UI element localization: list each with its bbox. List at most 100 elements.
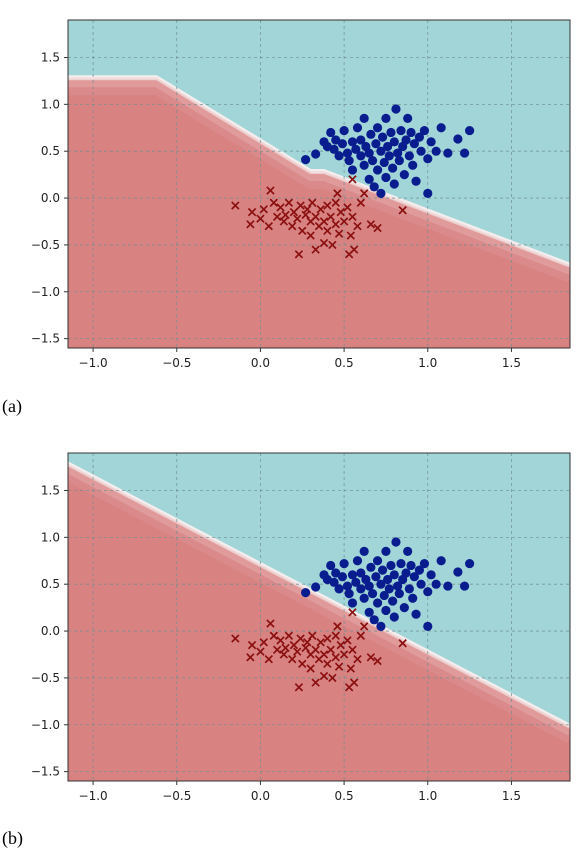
point-circle-b-30 [376,621,386,631]
point-x-a-23 [308,198,317,207]
point-circle-b-38 [388,596,398,606]
boundary-band-b-2 [68,471,570,744]
point-circle-a-13 [347,165,358,175]
axis-frame-b [67,452,571,782]
point-circle-a-25 [369,182,379,192]
y-tick-label-b-5: 1.0 [41,530,60,544]
point-circle-b-4 [326,560,336,571]
point-x-a-48 [359,189,369,198]
point-circle-a-35 [383,141,393,152]
panel-label-a: (a) [2,396,22,417]
point-circle-a-4 [326,127,336,138]
point-x-b-51 [398,639,407,648]
point-circle-b-35 [383,574,393,585]
point-circle-a-58 [423,188,433,198]
point-x-b-8 [272,645,282,655]
boundary-band-b-1 [68,465,570,736]
point-x-b-40 [343,636,352,645]
point-circle-b-48 [403,546,413,557]
point-circle-a-18 [359,160,369,170]
point-circle-a-14 [351,144,361,154]
point-circle-b-19 [359,546,369,557]
point-x-b-5 [264,654,274,664]
point-circle-b-21 [364,607,374,617]
point-x-a-36 [333,189,342,198]
point-circle-b-32 [379,590,389,601]
point-x-b-48 [359,622,369,631]
point-x-a-25 [311,245,320,254]
point-x-a-46 [353,221,362,231]
point-x-b-31 [323,659,332,669]
point-circle-b-12 [347,570,358,580]
point-circle-b-11 [344,588,354,599]
point-circle-b-46 [399,603,409,613]
x-tick-label-b-2: 0.0 [251,789,270,803]
point-circle-a-1 [311,149,321,159]
x-tick-label-a-0: −1.0 [79,356,108,370]
point-x-b-20 [303,638,312,647]
point-circle-b-13 [347,598,358,608]
point-circle-a-63 [453,134,463,144]
point-circle-b-43 [394,588,404,599]
point-circle-a-34 [381,113,391,123]
point-x-b-12 [284,631,294,640]
point-x-b-23 [308,631,317,640]
point-x-a-24 [311,212,320,222]
y-tick-label-b-4: 0.5 [41,577,60,591]
point-circle-b-17 [356,568,366,578]
point-x-a-51 [398,206,407,215]
point-circle-a-42 [393,148,403,158]
y-tick-label-a-2: −0.5 [31,238,60,252]
point-x-b-28 [319,671,329,681]
point-x-b-1 [246,653,255,662]
point-circle-b-50 [406,560,416,571]
point-circle-a-44 [396,125,406,136]
point-x-a-37 [334,229,344,238]
y-tick-label-a-4: 0.5 [41,144,60,158]
x-tick-label-a-5: 1.5 [502,356,521,370]
point-x-b-49 [366,653,376,662]
point-x-b-35 [331,631,340,640]
point-circle-b-22 [364,581,374,591]
point-x-b-21 [306,664,315,673]
point-circle-b-42 [393,581,403,591]
point-circle-b-60 [431,579,441,589]
point-circle-a-23 [366,129,376,139]
point-circle-a-15 [352,123,363,133]
decision-boundary-a [68,75,570,265]
point-x-b-3 [256,647,265,656]
point-circle-a-8 [337,139,348,149]
point-x-b-16 [294,683,304,692]
point-circle-a-41 [391,104,401,114]
point-x-a-14 [289,207,299,217]
point-circle-b-33 [381,605,391,616]
point-x-b-15 [293,647,302,656]
point-x-a-47 [356,198,366,207]
region-lower-b [68,462,570,781]
point-x-b-39 [339,650,349,659]
y-tick-label-a-1: −1.0 [31,285,60,299]
point-x-a-4 [259,205,268,214]
point-circle-b-53 [411,609,421,619]
point-x-a-42 [346,231,355,240]
x-tick-label-b-0: −1.0 [79,789,108,803]
point-circle-a-49 [404,151,414,161]
chart-panel-b: −1.0 −0.5 0.0 0.5 1.0 1.5 −1.5 −1.0 −0.5 0.0 0.5 1.… [31,452,571,803]
point-x-b-33 [328,673,337,683]
panel-label-b: (b) [2,828,23,849]
point-circle-a-46 [399,170,409,180]
point-circle-b-29 [376,579,386,589]
chart-panel-a: −1.0 −0.5 0.0 0.5 1.0 1.5 −1.5 −1.0 −0.5 0.0 0.5 1.… [31,19,571,370]
x-tick-label-a-1: −0.5 [162,356,191,370]
point-x-b-46 [353,654,362,664]
point-circle-a-27 [372,165,383,175]
point-x-a-7 [269,198,279,207]
point-x-b-7 [269,631,279,640]
point-x-a-44 [348,175,357,184]
point-circle-a-31 [377,132,388,142]
point-circle-b-15 [352,556,363,566]
point-circle-b-64 [459,581,470,591]
point-circle-a-43 [394,155,404,166]
point-circle-b-25 [369,615,379,625]
point-x-a-0 [231,201,240,210]
